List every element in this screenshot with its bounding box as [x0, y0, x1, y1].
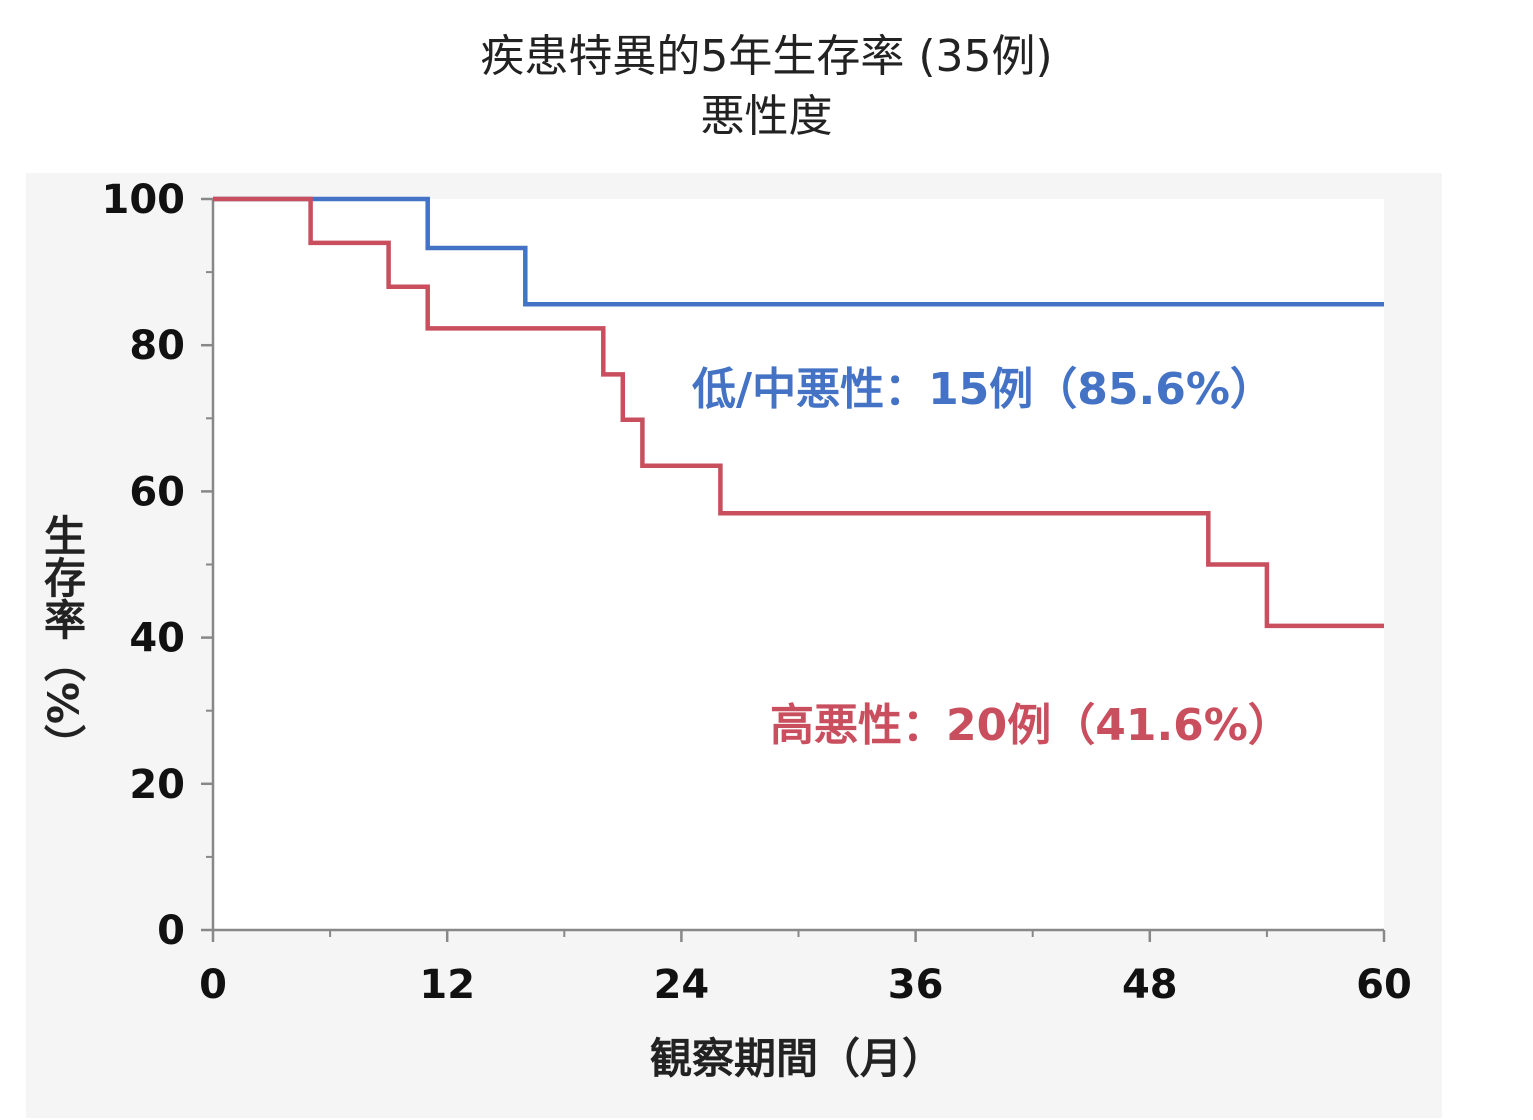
x-tick-label: 60 [1356, 962, 1412, 1008]
y-tick-label: 100 [102, 177, 186, 223]
series-label-low-mid: 低/中悪性：15例（85.6%） [692, 364, 1274, 415]
survival-curve-high [213, 196, 1384, 629]
y-axis-label: 生存率（%） [38, 514, 87, 766]
x-tick-label: 48 [1122, 962, 1178, 1008]
y-tick-label: 80 [129, 323, 185, 369]
series-label-high: 高悪性：20例（41.6%） [770, 700, 1292, 751]
plot-area [213, 199, 1384, 930]
chart-title: 疾患特異的5年生存率 (35例) [480, 31, 1053, 82]
survival-curve-low-mid [213, 196, 1384, 307]
y-tick-label: 0 [157, 908, 185, 954]
x-tick-label: 0 [199, 962, 227, 1008]
y-tick-label: 40 [129, 616, 185, 662]
chart-subtitle: 悪性度 [700, 91, 833, 142]
x-tick-label: 36 [888, 962, 944, 1008]
x-tick-label: 12 [419, 962, 475, 1008]
x-tick-label: 24 [654, 962, 710, 1008]
x-axis-label: 観察期間（月） [650, 1034, 944, 1083]
y-tick-label: 60 [129, 469, 185, 515]
y-tick-label: 20 [129, 762, 185, 808]
